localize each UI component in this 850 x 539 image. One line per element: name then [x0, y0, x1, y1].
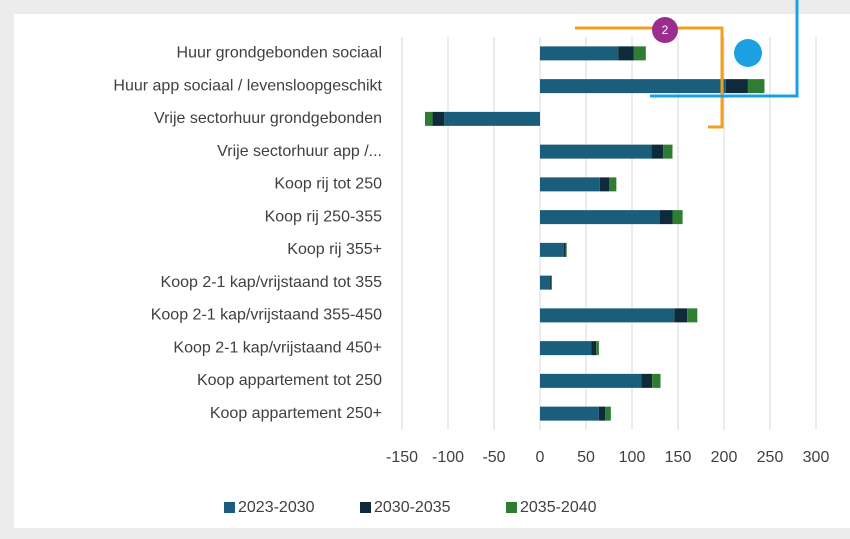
bar-segment: [605, 406, 611, 421]
bar-segment: [550, 275, 552, 290]
bar-segment: [609, 177, 617, 192]
y-tick-label: Huur app sociaal / levensloopgeschikt: [113, 77, 382, 94]
y-tick-label: Koop 2-1 kap/vrijstaand tot 355: [161, 274, 383, 291]
x-tick-label: 0: [536, 449, 545, 466]
bar-segment: [540, 242, 564, 257]
legend-label: 2030-2035: [374, 499, 451, 516]
bar-segment: [563, 242, 566, 257]
legend-swatch: [360, 502, 371, 513]
legend-label: 2035-2040: [520, 499, 597, 516]
blue-connector: [650, 0, 799, 98]
x-tick-label: -150: [386, 449, 418, 466]
y-tick-label: Vrije sectorhuur grondgebonden: [154, 110, 382, 127]
bar-segment: [540, 275, 551, 290]
bar-segment: [540, 406, 599, 421]
x-tick-label: 250: [757, 449, 784, 466]
bar-segment: [687, 308, 698, 323]
bar-segment: [618, 46, 634, 61]
y-tick-label: Koop appartement tot 250: [197, 372, 382, 389]
bar-segment: [672, 210, 683, 225]
bar-segment: [596, 341, 599, 356]
x-tick-label: 200: [711, 449, 738, 466]
plot: -150 -100 -50 0 50 100 150 200 250 300 Huur grondg…: [113, 37, 829, 466]
x-tick-label: 300: [803, 449, 830, 466]
bar-segment: [598, 406, 606, 421]
legend: 2023-2030 2030-2035 2035-2040: [224, 499, 597, 516]
bar-segment: [641, 373, 653, 388]
bar-segment: [674, 308, 688, 323]
x-tick-label: -50: [482, 449, 505, 466]
y-tick-label: Koop 2-1 kap/vrijstaand 450+: [173, 339, 382, 356]
x-tick-label: 100: [619, 449, 646, 466]
x-tick-label: 150: [665, 449, 692, 466]
bar-segment: [659, 210, 673, 225]
y-tick-label: Koop rij tot 250: [274, 176, 382, 193]
bar-segment: [725, 79, 748, 94]
legend-swatch: [224, 502, 235, 513]
legend-label: 2023-2030: [238, 499, 315, 516]
overlay: 2: [575, 0, 799, 129]
y-tick-label: Koop appartement 250+: [210, 405, 382, 422]
bar-segment: [747, 79, 765, 94]
chart-area: [14, 14, 850, 528]
bar-segment: [540, 79, 726, 94]
bar-segment: [652, 373, 661, 388]
x-tick-label: -100: [432, 449, 464, 466]
y-tick-label: Huur grondgebonden sociaal: [177, 45, 382, 62]
bar-segment: [591, 341, 597, 356]
step-marker[interactable]: [652, 17, 678, 43]
bar-segment: [540, 46, 619, 61]
bar-segment: [540, 341, 592, 356]
bar-segment: [540, 177, 600, 192]
bar-segment: [540, 210, 660, 225]
bar-segment: [551, 275, 552, 290]
blue-dot[interactable]: [734, 39, 762, 67]
bar-segment: [663, 144, 673, 159]
bar-segment: [432, 111, 445, 126]
y-tick-label: Koop 2-1 kap/vrijstaand 355-450: [151, 307, 382, 324]
y-tick-label: Vrije sectorhuur app /...: [217, 143, 382, 160]
bar-segment: [540, 144, 652, 159]
orange-bracket: [575, 26, 724, 129]
bar-segment: [599, 177, 609, 192]
bar-segment: [425, 111, 433, 126]
bar-segment: [540, 308, 675, 323]
y-tick-label: Koop rij 250-355: [265, 208, 383, 225]
bar-segment: [540, 373, 642, 388]
y-tick-label: Koop rij 355+: [287, 241, 382, 258]
legend-swatch: [506, 502, 517, 513]
step-marker-label: 2: [662, 23, 669, 37]
x-tick-label: 50: [577, 449, 595, 466]
bar-segment: [651, 144, 664, 159]
bar-segment: [444, 111, 540, 126]
bar-segment: [565, 242, 567, 257]
bar-segment: [633, 46, 646, 61]
